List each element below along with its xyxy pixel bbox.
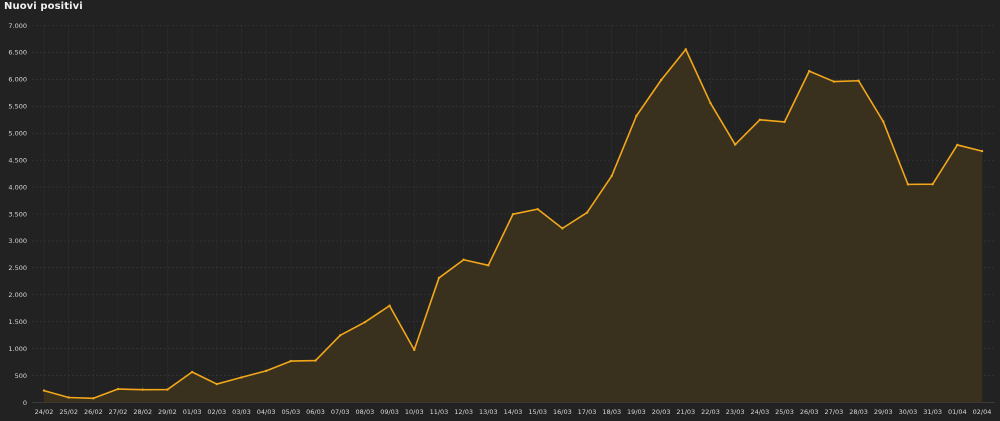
x-tick-label: 18/03 <box>602 408 621 416</box>
data-point <box>413 348 416 352</box>
data-point <box>166 388 169 391</box>
x-tick-label: 21/03 <box>676 408 695 416</box>
data-point <box>931 183 934 186</box>
x-tick-label: 20/03 <box>652 408 671 416</box>
x-tick-label: 11/03 <box>430 408 449 416</box>
data-point <box>462 258 465 261</box>
data-point <box>758 118 762 122</box>
data-point <box>289 359 293 363</box>
data-point <box>684 48 687 51</box>
x-tick-label: 08/03 <box>356 408 375 416</box>
y-tick-label: 1.500 <box>8 318 27 326</box>
y-tick-label: 4.000 <box>8 183 27 191</box>
data-point <box>92 397 95 400</box>
data-point <box>561 227 564 230</box>
x-tick-label: 02/03 <box>207 408 226 416</box>
x-tick-label: 25/02 <box>59 408 78 416</box>
x-tick-label: 16/03 <box>553 408 572 416</box>
data-point <box>906 183 910 186</box>
data-point <box>980 149 984 153</box>
data-point <box>314 359 317 362</box>
x-tick-label: 22/03 <box>701 408 720 416</box>
data-point <box>511 212 515 216</box>
y-tick-label: 5.000 <box>8 130 27 138</box>
y-tick-label: 6.500 <box>8 49 27 57</box>
x-tick-label: 15/03 <box>528 408 547 416</box>
data-point <box>659 78 663 82</box>
data-point <box>42 389 46 392</box>
chart-title: Nuovi positivi <box>4 1 83 12</box>
x-tick-label: 14/03 <box>504 408 523 416</box>
x-tick-label: 12/03 <box>454 408 473 416</box>
x-tick-label: 23/03 <box>726 408 745 416</box>
y-tick-label: 1.000 <box>8 345 27 353</box>
x-tick-label: 24/02 <box>35 408 54 416</box>
x-axis-ticks: 24/02 25/02 26/02 27/02 28/02 29/02 01/03 02/03… <box>35 408 992 416</box>
data-point <box>388 304 391 307</box>
x-tick-label: 05/03 <box>281 408 300 416</box>
area-fill <box>44 49 982 403</box>
data-point <box>956 143 959 147</box>
y-axis-ticks: 0 500 1.000 1.500 2.000 2.500 3.000 3.500 4.000 4… <box>8 22 27 407</box>
data-point <box>363 320 367 324</box>
y-tick-label: 6.000 <box>8 76 27 84</box>
data-point <box>141 388 144 391</box>
data-point <box>585 211 589 214</box>
x-tick-label: 04/03 <box>257 408 276 416</box>
x-tick-label: 31/03 <box>923 408 942 416</box>
data-point <box>437 276 441 280</box>
x-tick-label: 01/03 <box>183 408 202 416</box>
x-tick-label: 25/03 <box>775 408 794 416</box>
x-tick-label: 26/03 <box>800 408 819 416</box>
y-tick-label: 2.500 <box>8 264 27 272</box>
x-tick-label: 28/02 <box>133 408 152 416</box>
y-tick-label: 2.000 <box>8 291 27 299</box>
y-tick-label: 4.500 <box>8 156 27 164</box>
data-point <box>882 120 885 123</box>
data-point <box>190 370 194 374</box>
data-points <box>42 48 984 400</box>
data-point <box>733 143 737 146</box>
x-tick-label: 19/03 <box>627 408 646 416</box>
x-tick-label: 27/02 <box>109 408 128 416</box>
data-point <box>783 120 786 124</box>
data-point <box>67 396 70 399</box>
x-tick-label: 29/02 <box>158 408 177 416</box>
data-point <box>536 207 539 211</box>
data-point <box>808 69 811 73</box>
data-point <box>215 382 218 386</box>
y-tick-label: 7.000 <box>8 22 27 30</box>
x-tick-label: 09/03 <box>380 408 399 416</box>
y-tick-label: 3.500 <box>8 210 27 218</box>
x-tick-label: 01/04 <box>948 408 967 416</box>
x-tick-label: 29/03 <box>874 408 893 416</box>
x-tick-label: 28/03 <box>849 408 868 416</box>
data-point <box>116 387 120 391</box>
data-point <box>709 101 712 105</box>
x-tick-label: 03/03 <box>232 408 251 416</box>
x-tick-label: 17/03 <box>578 408 597 416</box>
data-point <box>610 174 613 178</box>
data-point <box>240 376 243 379</box>
y-tick-label: 0 <box>23 399 27 407</box>
data-point <box>832 80 836 83</box>
data-point <box>857 79 860 82</box>
data-point <box>339 334 342 337</box>
data-point <box>264 369 268 373</box>
x-tick-label: 26/02 <box>84 408 103 416</box>
data-point <box>487 264 490 267</box>
y-tick-label: 3.000 <box>8 237 27 245</box>
x-tick-label: 06/03 <box>306 408 325 416</box>
y-tick-label: 5.500 <box>8 103 27 111</box>
data-point <box>635 114 638 118</box>
x-tick-label: 02/04 <box>973 408 992 416</box>
y-tick-label: 500 <box>15 372 27 380</box>
x-tick-label: 24/03 <box>750 408 769 416</box>
x-tick-label: 10/03 <box>405 408 424 416</box>
x-tick-label: 30/03 <box>899 408 918 416</box>
x-tick-label: 27/03 <box>825 408 844 416</box>
x-tick-label: 13/03 <box>479 408 498 416</box>
x-tick-label: 07/03 <box>331 408 350 416</box>
